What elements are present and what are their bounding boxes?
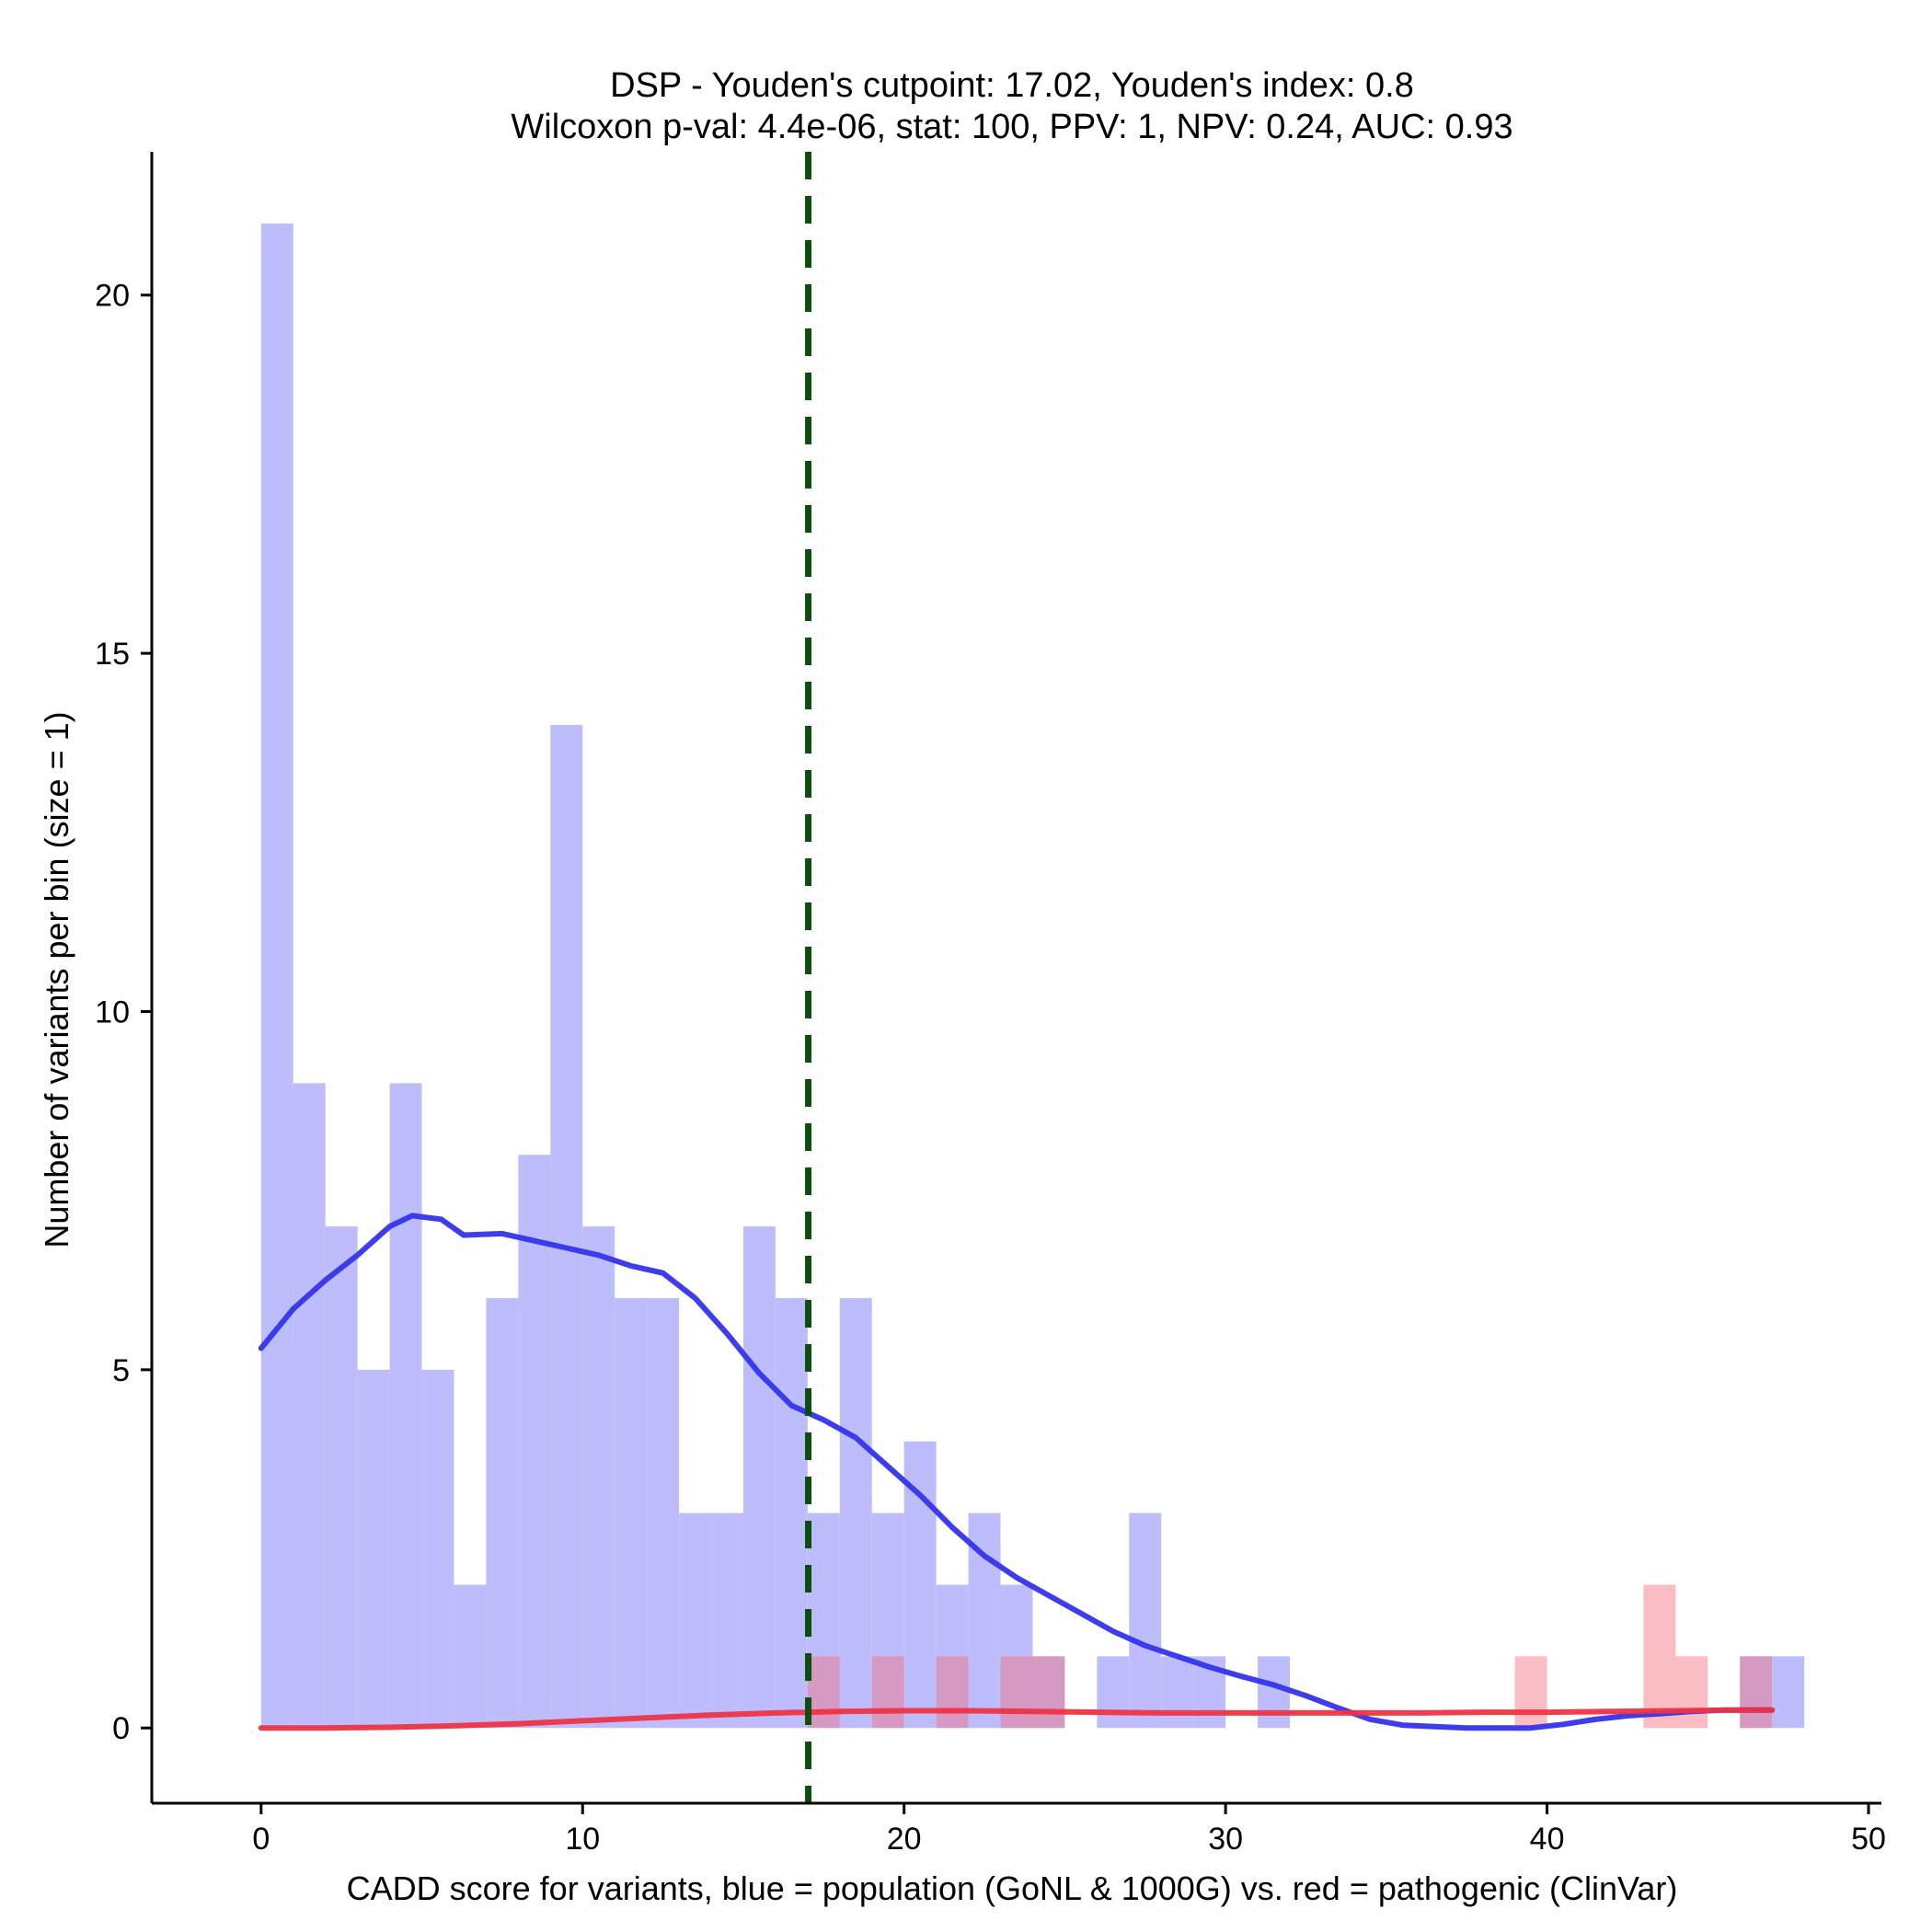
pathogenic-bar	[1514, 1656, 1547, 1729]
population-bar	[1772, 1656, 1805, 1729]
population-bar	[936, 1584, 969, 1729]
pathogenic-bar	[1032, 1656, 1065, 1729]
population-bar	[454, 1584, 487, 1729]
axes: 0 10 20 30 40 50 0 5 10 15 20	[95, 152, 1886, 1857]
pathogenic-density-line	[258, 1707, 1776, 1731]
population-bar	[325, 1226, 358, 1729]
x-tick-label: 10	[565, 1822, 600, 1857]
y-tick-label: 5	[112, 1353, 130, 1388]
pathogenic-bar	[807, 1656, 840, 1729]
population-bar	[839, 1297, 872, 1729]
population-bar	[742, 1226, 776, 1729]
x-tick-label: 40	[1530, 1822, 1565, 1857]
population-bar	[389, 1083, 422, 1729]
pathogenic-bar	[1643, 1584, 1676, 1729]
x-tick-label: 20	[887, 1822, 922, 1857]
population-bar	[615, 1297, 648, 1729]
population-bar	[486, 1297, 519, 1729]
x-tick-label: 50	[1851, 1822, 1886, 1857]
population-bar	[518, 1155, 551, 1729]
density-curves	[258, 1213, 1776, 1731]
pathogenic-bars	[807, 1584, 1773, 1729]
pathogenic-bar	[871, 1656, 904, 1729]
population-bar	[421, 1369, 454, 1729]
population-bar	[1740, 1656, 1773, 1729]
population-bar	[807, 1512, 840, 1729]
pathogenic-bar	[1740, 1656, 1773, 1729]
y-tick-label: 15	[95, 637, 130, 672]
population-bar	[775, 1297, 808, 1729]
population-bar	[260, 223, 293, 1729]
population-bar	[582, 1226, 615, 1729]
population-bar	[1258, 1656, 1291, 1729]
x-tick-label: 0	[252, 1822, 270, 1857]
population-bar	[293, 1083, 326, 1729]
population-bar	[679, 1512, 712, 1729]
y-tick-label: 20	[95, 279, 130, 314]
population-bars	[260, 223, 1805, 1729]
x-axis-label: CADD score for variants, blue = populati…	[347, 1869, 1678, 1907]
population-bar	[711, 1512, 743, 1729]
chart-title-line2: Wilcoxon p-val: 4.4e-06, stat: 100, PPV:…	[511, 108, 1512, 146]
population-bar	[647, 1297, 680, 1729]
population-bar	[1129, 1512, 1162, 1729]
population-bar	[1000, 1584, 1033, 1729]
x-tick-label: 30	[1208, 1822, 1243, 1857]
y-axis-label: Number of variants per bin (size = 1)	[38, 711, 75, 1248]
population-bar	[1097, 1656, 1130, 1729]
population-bar	[1032, 1656, 1065, 1729]
population-bar	[550, 724, 583, 1729]
population-bar	[357, 1369, 390, 1729]
pathogenic-bar	[1000, 1656, 1033, 1729]
population-density-line	[258, 1213, 1776, 1731]
chart-title-line1: DSP - Youden's cutpoint: 17.02, Youden's…	[610, 66, 1414, 105]
pathogenic-bar	[1675, 1656, 1708, 1729]
population-bar	[1161, 1656, 1194, 1729]
y-tick-label: 10	[95, 995, 130, 1029]
y-tick-label: 0	[112, 1711, 130, 1746]
population-bar	[871, 1512, 904, 1729]
pathogenic-bar	[936, 1656, 969, 1729]
